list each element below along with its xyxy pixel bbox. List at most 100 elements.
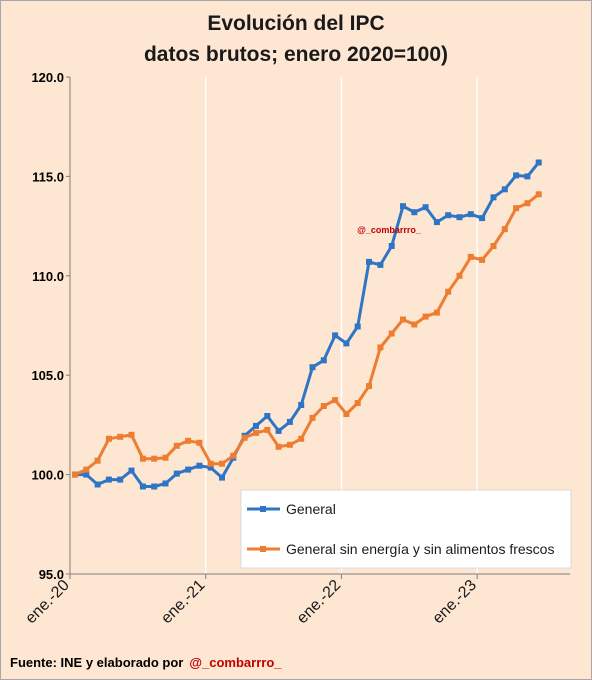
data-point [411,321,418,328]
data-point [105,476,112,483]
data-point [72,471,78,478]
data-point [139,455,146,462]
data-point [162,454,169,461]
data-point [501,226,508,233]
data-point [117,476,124,483]
legend-marker-core [260,546,266,552]
data-point [501,186,508,193]
data-point [128,467,135,474]
data-point [241,434,248,441]
data-point [105,435,112,442]
legend-marker-general [260,506,266,512]
data-point [433,219,440,226]
source-label: Fuente: INE y elaborado por [10,655,184,670]
data-point [230,452,237,459]
data-point [388,243,395,249]
data-point [309,414,316,421]
chart-annotation: @_combarrro_ [357,225,422,235]
legend-box [240,489,572,569]
data-point [343,411,350,417]
data-point [377,261,384,268]
data-point [490,243,497,249]
data-point [83,466,90,473]
data-point [422,313,429,320]
data-point [173,442,180,449]
data-point [445,212,452,219]
data-point [445,288,452,295]
y-tick-label: 120.0 [31,70,64,85]
data-point [467,253,474,260]
data-point [253,429,259,436]
data-point [366,258,372,265]
data-point [151,483,158,490]
data-point [433,309,440,316]
data-point [128,431,135,438]
series-layer [72,159,542,490]
chart-title: Evolución del IPC [207,12,385,35]
data-point [219,474,225,481]
y-tick-label: 105.0 [31,368,64,383]
data-point [298,402,305,408]
data-point [479,256,486,263]
data-point [185,466,192,473]
y-tick-label: 115.0 [32,169,64,184]
data-point [343,340,350,347]
data-point [354,323,361,330]
data-point [332,397,339,404]
data-point [366,383,372,390]
data-point [456,214,463,221]
data-point [162,480,169,487]
data-point [94,481,101,488]
data-point [139,483,146,490]
data-point [411,209,418,216]
source-handle: @_combarrro_ [189,655,282,670]
axes [69,77,570,575]
data-point [320,403,327,409]
data-point [196,439,203,446]
data-point [207,460,214,467]
data-point [94,457,101,464]
data-point [535,191,542,198]
data-point [83,471,90,478]
legend-label-general: General [286,501,336,517]
data-point [377,344,384,351]
data-point [286,441,293,448]
data-point [388,330,395,337]
y-tick-label: 100.0 [31,468,64,483]
data-point [535,159,542,166]
data-point [264,413,271,419]
x-tick-label: ene.-21 [158,577,208,627]
source-footer: Fuente: INE y elaborado por @_combarrro_ [10,655,282,670]
data-point [151,455,158,462]
data-point [400,203,406,210]
legend-label-core: General sin energía y sin alimentos fres… [286,541,554,557]
data-point [275,443,282,450]
series-1 [72,191,542,478]
data-point [185,437,192,444]
legend: General General sin energía y sin alimen… [240,489,572,569]
data-point [422,204,429,211]
x-axis-ticks: ene.-20 ene.-21 ene.-22 ene.-23 [22,574,480,627]
data-point [320,357,327,364]
y-tick-label: 110.0 [32,269,64,284]
data-point [196,462,203,469]
x-tick-label: ene.-20 [22,577,72,627]
data-point [173,470,180,477]
data-point [286,418,293,425]
x-tick-label: ene.-23 [430,577,480,627]
data-point [275,427,282,434]
data-point [456,272,463,279]
data-point [264,426,271,433]
data-point [117,433,124,440]
data-point [400,316,406,323]
data-point [513,205,520,212]
y-axis-ticks: 95.0 100.0 105.0 110.0 115.0 120.0 [31,70,70,582]
data-point [298,435,305,442]
y-tick-label: 95.0 [39,567,64,582]
data-point [332,332,339,339]
series-0 [72,159,542,490]
x-tick-label: ene.-22 [294,577,344,627]
data-point [253,422,259,429]
data-point [219,460,225,467]
